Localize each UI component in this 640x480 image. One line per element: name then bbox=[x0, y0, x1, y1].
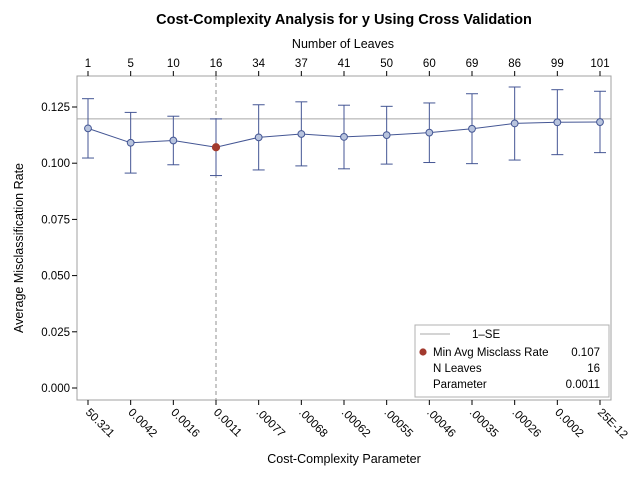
top-tick-label: 5 bbox=[127, 58, 133, 70]
x-axis-label: Cost-Complexity Parameter bbox=[267, 452, 421, 466]
data-point-marker bbox=[297, 130, 306, 138]
data-point-marker bbox=[596, 118, 604, 126]
y-tick-label: 0.100 bbox=[41, 158, 70, 170]
data-point-marker bbox=[510, 119, 519, 128]
data-point-marker bbox=[425, 128, 434, 137]
data-point-marker bbox=[84, 124, 92, 133]
data-point-marker bbox=[382, 131, 391, 140]
top-tick-label: 69 bbox=[466, 58, 479, 70]
legend-min-label: Min Avg Misclass Rate bbox=[433, 347, 548, 359]
data-point-marker bbox=[340, 132, 348, 141]
chart-title: Cost-Complexity Analysis for y Using Cro… bbox=[156, 12, 532, 28]
x-tick-label: .00068 bbox=[296, 407, 329, 440]
data-point-marker bbox=[169, 136, 178, 145]
data-point-marker bbox=[553, 118, 562, 127]
top-tick-label: 16 bbox=[210, 58, 223, 70]
top-tick-label: 10 bbox=[167, 58, 180, 70]
top-tick-label: 60 bbox=[423, 58, 436, 70]
legend-nleaves-label: N Leaves bbox=[433, 363, 482, 375]
legend-param-label: Parameter bbox=[433, 379, 487, 391]
x-tick-label: .00035 bbox=[467, 407, 500, 440]
legend-param-value: 0.0011 bbox=[566, 379, 600, 391]
y-tick-label: 0.075 bbox=[41, 214, 70, 226]
top-tick-label: 41 bbox=[338, 58, 351, 70]
top-tick-label: 50 bbox=[380, 58, 393, 70]
top-tick-label: 37 bbox=[295, 58, 308, 70]
data-point-marker bbox=[126, 138, 135, 147]
y-axis-label: Average Misclassification Rate bbox=[12, 163, 26, 333]
legend-one-se-label: 1–SE bbox=[472, 329, 500, 341]
x-tick-label: .00026 bbox=[510, 407, 543, 440]
x-tick-label: .00046 bbox=[424, 407, 457, 440]
data-point-marker bbox=[254, 133, 263, 142]
y-tick-label: 0.000 bbox=[41, 383, 70, 395]
x-tick-label: 0.0002 bbox=[552, 407, 585, 440]
top-tick-label: 34 bbox=[252, 58, 265, 70]
top-tick-label: 1 bbox=[85, 58, 91, 70]
x-tick-label: .00055 bbox=[382, 407, 415, 440]
legend: 1–SE Min Avg Misclass Rate 0.107 N Leave… bbox=[414, 324, 610, 398]
x-tick-label: .00062 bbox=[339, 407, 372, 440]
y-tick-label: 0.125 bbox=[41, 102, 70, 114]
legend-nleaves-value: 16 bbox=[587, 363, 600, 375]
top-tick-label: 86 bbox=[508, 58, 521, 70]
top-axis-label: Number of Leaves bbox=[292, 37, 394, 51]
x-tick-label: 0.0016 bbox=[168, 407, 201, 440]
top-tick-label: 101 bbox=[590, 58, 609, 70]
x-tick-label: 25E-12 bbox=[595, 407, 630, 442]
top-tick-label: 99 bbox=[551, 58, 564, 70]
y-tick-label: 0.025 bbox=[41, 327, 70, 339]
legend-box bbox=[414, 324, 610, 398]
min-point-marker bbox=[211, 143, 221, 152]
x-tick-label: .00077 bbox=[254, 407, 287, 440]
legend-min-value: 0.107 bbox=[571, 347, 600, 359]
x-tick-label: 0.0042 bbox=[126, 407, 159, 440]
x-tick-label: 0.0011 bbox=[211, 407, 244, 440]
y-tick-label: 0.050 bbox=[41, 271, 70, 283]
x-tick-label: 50.321 bbox=[83, 407, 116, 440]
legend-min-marker bbox=[419, 348, 427, 356]
data-point-marker bbox=[468, 124, 476, 133]
